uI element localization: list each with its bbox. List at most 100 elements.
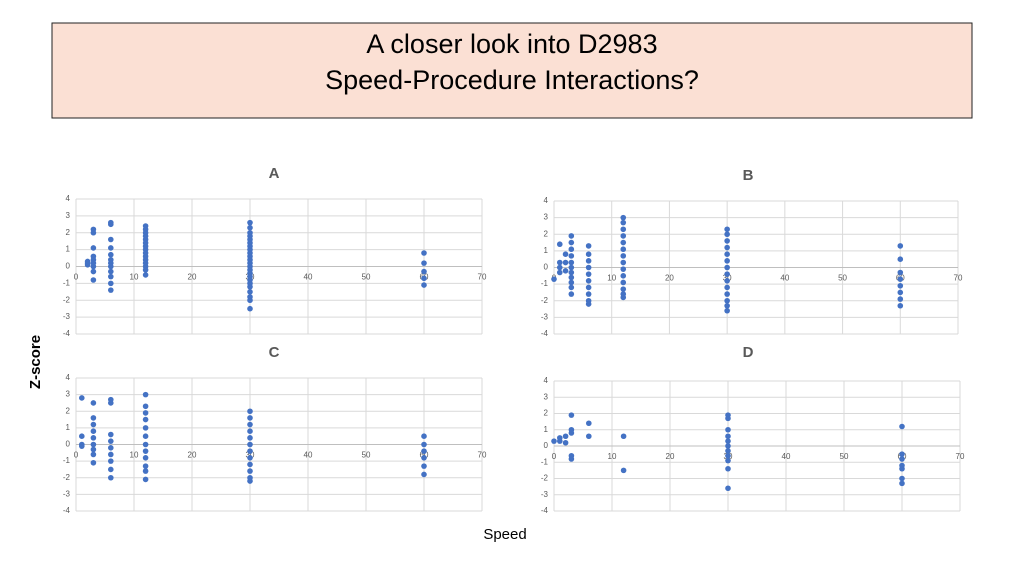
x-tick-label: 40 xyxy=(780,274,789,283)
y-tick-label: -3 xyxy=(541,490,549,499)
point xyxy=(568,274,575,281)
point xyxy=(897,302,904,309)
point xyxy=(247,468,253,474)
point xyxy=(724,226,730,233)
point xyxy=(556,264,563,271)
point xyxy=(90,263,97,270)
point xyxy=(142,468,149,474)
point xyxy=(421,275,427,282)
point xyxy=(108,445,114,451)
point xyxy=(142,463,149,469)
x-tick-label: 0 xyxy=(552,452,557,461)
point xyxy=(108,221,114,228)
point xyxy=(568,284,575,291)
point xyxy=(568,239,575,246)
x-tick-label: 70 xyxy=(478,273,487,282)
point xyxy=(725,457,731,464)
x-tick-label: 40 xyxy=(304,451,313,460)
point xyxy=(620,253,627,259)
point xyxy=(586,420,592,427)
point xyxy=(620,259,627,266)
y-tick-label: -4 xyxy=(541,329,549,338)
point xyxy=(247,455,253,461)
x-tick-label: 20 xyxy=(665,274,674,283)
point xyxy=(247,428,253,435)
panel-title: C xyxy=(269,344,280,361)
point xyxy=(724,284,730,291)
point xyxy=(897,276,904,282)
point xyxy=(585,251,592,257)
y-tick-label: 1 xyxy=(66,245,71,254)
point xyxy=(90,400,97,406)
point xyxy=(585,243,592,249)
point xyxy=(724,251,730,257)
point xyxy=(557,435,563,441)
point xyxy=(620,294,627,301)
point xyxy=(108,451,114,458)
x-axis-label: Speed xyxy=(483,526,526,543)
y-tick-label: -4 xyxy=(541,506,549,515)
point xyxy=(247,408,253,415)
point xyxy=(620,233,627,239)
point xyxy=(585,291,592,297)
point xyxy=(585,264,592,271)
point xyxy=(108,287,114,293)
point xyxy=(620,246,627,253)
y-tick-label: 4 xyxy=(66,194,71,203)
x-tick-label: 70 xyxy=(478,451,487,460)
point xyxy=(247,415,253,421)
point xyxy=(620,433,627,440)
point xyxy=(724,238,730,244)
y-tick-label: 3 xyxy=(544,392,549,401)
point xyxy=(724,302,730,309)
y-tick-label: 4 xyxy=(66,373,71,382)
x-tick-label: 40 xyxy=(782,452,791,461)
x-tick-label: 10 xyxy=(130,451,139,460)
point xyxy=(568,253,575,259)
point xyxy=(90,421,97,428)
point xyxy=(620,273,627,279)
point xyxy=(108,431,114,438)
point xyxy=(108,251,114,258)
point xyxy=(421,433,427,439)
point xyxy=(725,415,731,422)
point xyxy=(897,282,904,289)
slide-title-line: A closer look into D2983 xyxy=(366,29,657,59)
point xyxy=(421,250,427,256)
point xyxy=(585,301,592,307)
point xyxy=(79,433,85,439)
y-tick-label: 4 xyxy=(544,376,549,385)
point xyxy=(142,455,149,461)
point xyxy=(897,296,904,302)
y-tick-label: -3 xyxy=(63,312,71,321)
y-tick-label: 0 xyxy=(66,440,71,449)
point xyxy=(421,455,427,461)
point xyxy=(79,443,85,449)
y-tick-label: 4 xyxy=(544,196,549,205)
y-tick-label: 3 xyxy=(66,211,71,220)
x-tick-label: 20 xyxy=(188,451,197,460)
point xyxy=(142,448,149,454)
point xyxy=(724,231,730,238)
point xyxy=(899,451,905,457)
point xyxy=(725,443,731,449)
point xyxy=(568,412,575,418)
point xyxy=(725,426,731,433)
x-tick-label: 50 xyxy=(840,452,849,461)
point xyxy=(90,441,97,448)
point xyxy=(90,435,97,441)
point xyxy=(724,244,730,251)
point xyxy=(568,259,575,266)
point xyxy=(421,471,427,478)
point xyxy=(90,229,97,236)
point xyxy=(247,478,253,484)
point xyxy=(568,279,575,286)
y-tick-label: 2 xyxy=(66,228,71,237)
y-tick-label: 1 xyxy=(66,423,71,432)
point xyxy=(90,446,97,453)
y-tick-label: 3 xyxy=(66,390,71,399)
point xyxy=(897,289,904,296)
point xyxy=(421,260,427,266)
point xyxy=(108,263,114,270)
point xyxy=(142,476,149,483)
